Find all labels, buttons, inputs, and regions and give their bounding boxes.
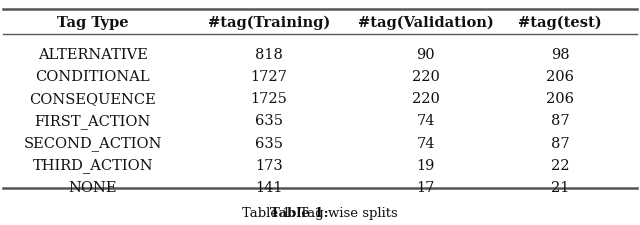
Text: #tag(test): #tag(test) bbox=[518, 15, 602, 30]
Text: 1727: 1727 bbox=[250, 70, 287, 84]
Text: 635: 635 bbox=[255, 114, 283, 128]
Text: NONE: NONE bbox=[68, 180, 117, 194]
Text: 87: 87 bbox=[550, 114, 570, 128]
Text: 1725: 1725 bbox=[250, 92, 287, 106]
Text: 74: 74 bbox=[417, 136, 435, 150]
Text: 173: 173 bbox=[255, 158, 283, 172]
Text: FIRST_ACTION: FIRST_ACTION bbox=[35, 114, 151, 128]
Text: SECOND_ACTION: SECOND_ACTION bbox=[24, 135, 162, 150]
Text: 635: 635 bbox=[255, 136, 283, 150]
Text: Table 1:: Table 1: bbox=[270, 206, 329, 219]
Text: CONDITIONAL: CONDITIONAL bbox=[35, 70, 150, 84]
Text: 206: 206 bbox=[546, 70, 574, 84]
Text: 17: 17 bbox=[417, 180, 435, 194]
Text: 90: 90 bbox=[416, 48, 435, 62]
Text: ALTERNATIVE: ALTERNATIVE bbox=[38, 48, 148, 62]
Text: Table 1: Tag wise splits: Table 1: Tag wise splits bbox=[242, 206, 398, 219]
Text: 818: 818 bbox=[255, 48, 283, 62]
Text: 74: 74 bbox=[417, 114, 435, 128]
Text: 87: 87 bbox=[550, 136, 570, 150]
Text: 21: 21 bbox=[551, 180, 569, 194]
Text: 22: 22 bbox=[551, 158, 569, 172]
Text: 98: 98 bbox=[550, 48, 570, 62]
Text: THIRD_ACTION: THIRD_ACTION bbox=[33, 158, 153, 172]
Text: Tag Type: Tag Type bbox=[57, 16, 129, 29]
Text: CONSEQUENCE: CONSEQUENCE bbox=[29, 92, 156, 106]
Text: 220: 220 bbox=[412, 92, 440, 106]
Text: #tag(Training): #tag(Training) bbox=[207, 15, 330, 30]
Text: 220: 220 bbox=[412, 70, 440, 84]
Text: #tag(Validation): #tag(Validation) bbox=[358, 15, 493, 30]
Text: 141: 141 bbox=[255, 180, 282, 194]
Text: 19: 19 bbox=[417, 158, 435, 172]
Text: 206: 206 bbox=[546, 92, 574, 106]
